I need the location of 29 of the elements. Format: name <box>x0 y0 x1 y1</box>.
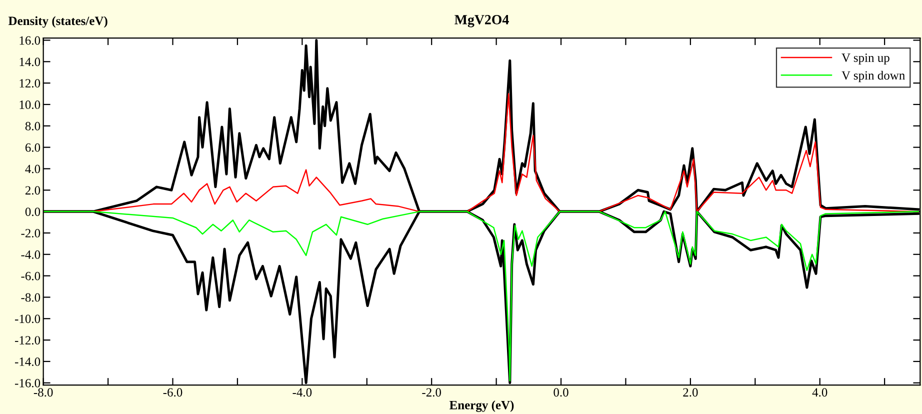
x-tick-label: -4.0 <box>292 388 312 397</box>
legend-label: V spin up <box>842 54 890 64</box>
x-tick-label: 0.0 <box>554 388 568 397</box>
y-tick-label: 12.0 <box>20 79 40 88</box>
y-tick-label: 10.0 <box>20 100 40 109</box>
y-tick-label: -2.0 <box>21 228 40 238</box>
y-tick-label: -12.0 <box>14 336 40 345</box>
y-tick-label: -14.0 <box>14 357 40 366</box>
x-tick-label: -8.0 <box>34 388 53 397</box>
y-tick-label: 4.0 <box>25 164 40 174</box>
y-tick-label: 2.0 <box>25 186 40 195</box>
y-tick-label: 8.0 <box>25 122 40 130</box>
x-tick-label: -6.0 <box>163 388 182 397</box>
y-tick-label: 16.0 <box>20 36 40 45</box>
y-tick-label: -6.0 <box>21 272 40 280</box>
y-tick-label: -10.0 <box>14 314 40 324</box>
x-axis-title: Energy (eV) <box>450 400 514 412</box>
y-tick-label: 6.0 <box>25 143 40 152</box>
x-tick-label: 2.0 <box>683 388 698 397</box>
y-tick-label: -16.0 <box>14 378 40 388</box>
legend-label: V spin down <box>842 70 905 82</box>
y-axis-title: Density (states/eV) <box>8 16 108 28</box>
x-tick-label: -2.0 <box>422 388 442 397</box>
y-tick-label: 14.0 <box>20 58 40 66</box>
chart-title: MgV2O4 <box>454 15 509 28</box>
y-tick-label: -8.0 <box>21 293 40 302</box>
x-tick-label: 4.0 <box>812 388 828 397</box>
y-tick-label: 0.0 <box>25 208 40 216</box>
y-tick-label: -4.0 <box>21 250 40 259</box>
